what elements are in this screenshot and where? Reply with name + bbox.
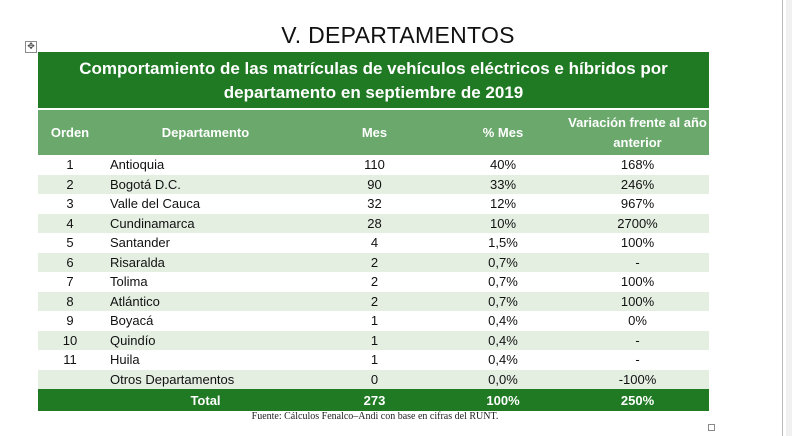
window-scroll-edge [786,0,792,436]
row-orden: 6 [66,254,74,270]
section-title: V. DEPARTAMENTOS [281,22,515,48]
row-departamento: Santander [110,235,170,251]
row-pct-mes: 0,4% [488,352,518,368]
row-departamento: Tolima [110,274,148,290]
row-variacion: 0% [628,313,647,329]
table-row: Otros Departamentos 0 0,0% -100% [38,369,709,389]
row-variacion: 967% [620,196,655,212]
row-mes: 2 [370,274,379,290]
row-pct-mes: 0,0% [488,371,518,387]
row-mes: 2 [370,293,379,309]
total-variacion: 250% [620,392,655,408]
row-variacion: 100% [620,274,655,290]
row-pct-mes: 10% [489,215,517,231]
row-variacion: - [635,332,640,348]
table-row: 2 Bogotá D.C. 90 33% 246% [38,174,709,194]
row-orden: 11 [63,352,77,368]
row-departamento: Cundinamarca [110,215,195,231]
row-variacion: 168% [620,157,655,173]
row-orden: 8 [66,293,74,309]
row-mes: 110 [364,157,385,173]
row-variacion: 2700% [617,215,658,231]
row-variacion: 100% [620,235,655,251]
header-orden: Orden [50,124,90,140]
resize-handle-icon[interactable] [708,424,715,431]
row-departamento: Boyacá [110,313,154,329]
total-mes: 273 [363,392,386,408]
row-pct-mes: 12% [489,196,517,212]
row-pct-mes: 0,7% [488,254,518,270]
table-row: 7 Tolima 2 0,7% 100% [38,272,709,292]
departments-table: Comportamiento de las matrículas de vehí… [38,52,709,411]
header-mes: Mes [361,124,388,140]
row-pct-mes: 0,7% [488,293,518,309]
row-variacion: 246% [620,176,655,192]
row-orden: 3 [66,196,74,212]
source-note: Fuente: Cálculos Fenalco–Andi con base e… [251,411,499,422]
row-orden: 4 [66,215,74,231]
row-mes: 2 [370,254,379,270]
table-row: 5 Santander 4 1,5% 100% [38,233,709,253]
row-departamento: Valle del Cauca [110,196,201,212]
row-departamento: Huila [110,352,140,368]
table-row: 9 Boyacá 1 0,4% 0% [38,311,709,331]
row-departamento: Atlántico [110,293,160,309]
row-orden: 1 [66,157,74,173]
header-pct-mes: % Mes [482,124,524,140]
row-departamento: Otros Departamentos [110,371,235,387]
table-row: 3 Valle del Cauca 32 12% 967% [38,194,709,214]
row-mes: 1 [370,332,379,348]
table-header-row: Orden Departamento Mes % Mes Variación f… [38,108,709,155]
row-departamento: Bogotá D.C. [110,176,181,192]
row-mes: 90 [367,176,382,192]
total-label: Total [190,392,221,408]
table-row: 8 Atlántico 2 0,7% 100% [38,291,709,311]
table-title: Comportamiento de las matrículas de vehí… [38,52,709,108]
row-orden: 9 [66,313,74,329]
table-total-row: Total 273 100% 250% [38,389,709,411]
table-row: 11 Huila 1 0,4% - [38,350,709,370]
header-departamento: Departamento [161,124,250,140]
row-orden: 2 [66,176,74,192]
row-mes: 0 [370,371,379,387]
table-row: 1 Antioquia 110 40% 168% [38,155,709,175]
table-row: 4 Cundinamarca 28 10% 2700% [38,213,709,233]
table-row: 6 Risaralda 2 0,7% - [38,252,709,272]
table-body: 1 Antioquia 110 40% 168% 2 Bogotá D.C. 90 33% 246… [38,155,709,389]
table-move-handle-icon[interactable]: ✥ [25,41,37,53]
row-mes: 4 [370,235,379,251]
row-pct-mes: 0,4% [488,313,518,329]
row-departamento: Antioquia [110,157,165,173]
row-pct-mes: 40% [489,157,517,173]
total-pct-mes: 100% [486,392,520,408]
page-edge [782,0,783,436]
row-variacion: 100% [620,293,655,309]
row-orden: 10 [62,332,78,348]
row-departamento: Quindío [110,332,156,348]
row-orden: 5 [66,235,74,251]
row-pct-mes: 33% [489,176,517,192]
row-pct-mes: 1,5% [488,235,518,251]
header-variacion: Variación frente al año anterior [568,114,707,150]
row-mes: 1 [370,313,379,329]
row-departamento: Risaralda [110,254,165,270]
row-mes: 32 [367,196,382,212]
row-orden: 7 [66,274,74,290]
row-mes: 28 [367,215,382,231]
table-row: 10 Quindío 1 0,4% - [38,330,709,350]
row-variacion: - [635,254,640,270]
row-variacion: -100% [618,371,657,387]
row-mes: 1 [370,352,379,368]
row-variacion: - [635,352,640,368]
row-pct-mes: 0,4% [488,332,518,348]
row-pct-mes: 0,7% [488,274,518,290]
